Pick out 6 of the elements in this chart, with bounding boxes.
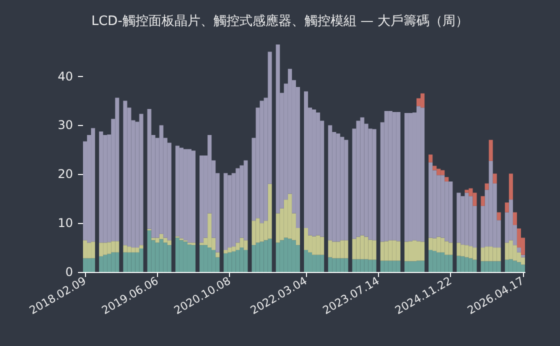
- y-tick-label: 40: [58, 69, 73, 84]
- chart-title: LCD-觸控面板晶片、觸控式感應器、觸控模組 — 大戶籌碼（周）: [91, 14, 469, 29]
- y-tick-label: 0: [65, 265, 73, 279]
- y-tick-label: 30: [58, 118, 73, 132]
- y-tick-label: 10: [58, 216, 73, 230]
- y-tick-label: 20: [58, 167, 73, 182]
